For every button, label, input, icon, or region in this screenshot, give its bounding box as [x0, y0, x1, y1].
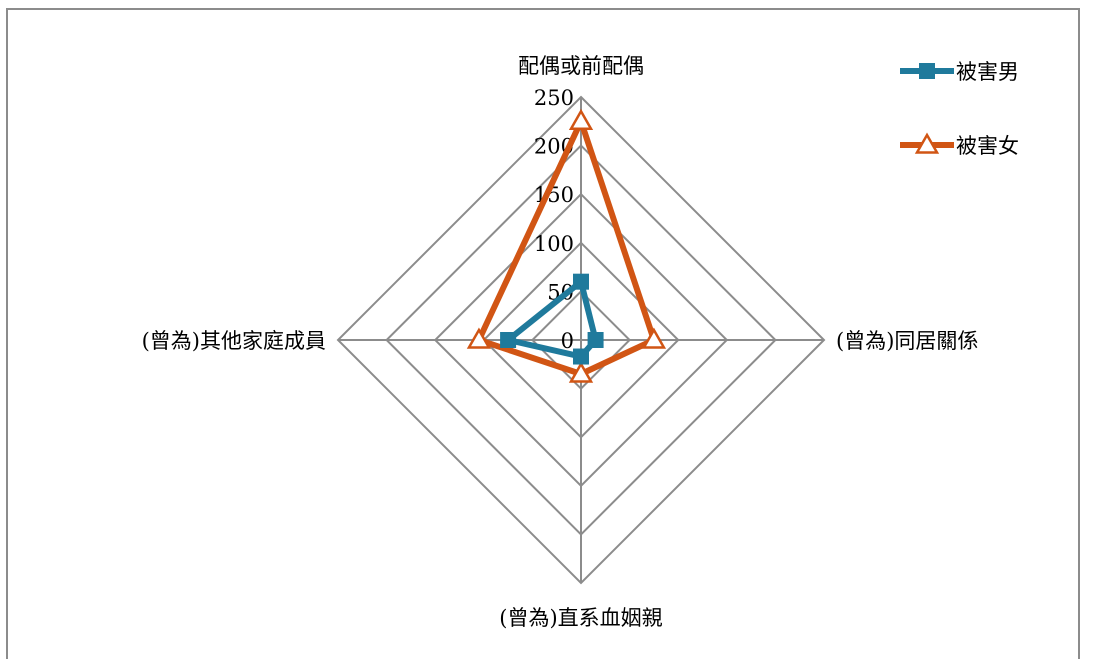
category-label-1: (曾為)同居關係	[836, 329, 978, 353]
data-point-1-0	[568, 108, 594, 131]
legend-item-1[interactable]: 被害女	[900, 132, 1019, 158]
category-label-3: (曾為)其他家庭成員	[142, 329, 326, 353]
radar-grid	[336, 95, 826, 585]
legend-item-0[interactable]: 被害男	[900, 60, 1019, 84]
data-point-0-1	[587, 332, 604, 348]
category-labels: 配偶或前配偶 (曾為)同居關係 (曾為)直系血姻親 (曾為)其他家庭成員	[142, 54, 979, 630]
chart-frame	[6, 8, 1080, 659]
data-point-1-2	[568, 361, 594, 383]
data-point-1-1	[641, 327, 667, 349]
tick-label-250: 250	[534, 86, 574, 110]
legend-marker-0	[919, 63, 935, 79]
data-series	[466, 108, 667, 383]
data-point-1-3	[466, 327, 492, 349]
legend-marker-1	[914, 132, 940, 154]
series-0	[500, 273, 604, 365]
series-1	[466, 108, 667, 383]
data-point-0-2	[573, 348, 589, 365]
category-label-0: 配偶或前配偶	[518, 54, 644, 78]
tick-label-0: 0	[561, 329, 574, 353]
legend-label-1: 被害女	[956, 134, 1019, 158]
tick-label-100: 100	[534, 232, 574, 256]
data-point-0-3	[500, 332, 517, 348]
legend-label-0: 被害男	[956, 60, 1019, 84]
category-label-2: (曾為)直系血姻親	[499, 606, 662, 630]
data-point-0-0	[573, 273, 589, 290]
